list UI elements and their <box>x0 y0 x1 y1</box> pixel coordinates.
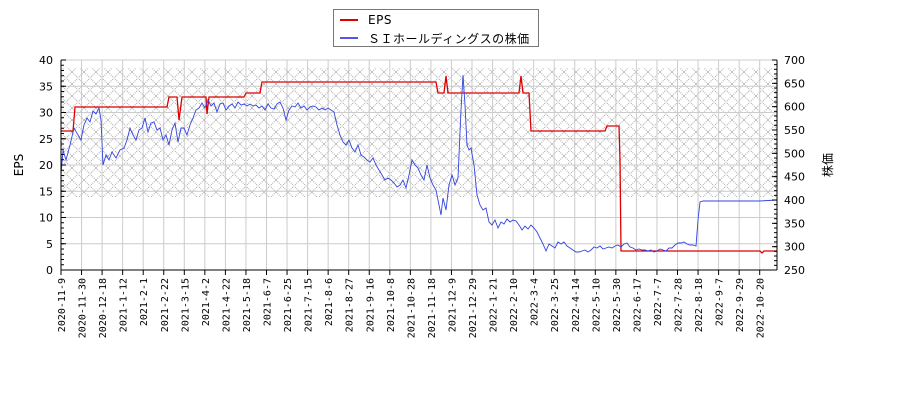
x-tick-label: 2021-4-2 <box>201 278 212 326</box>
right-tick-label: 650 <box>784 77 805 90</box>
x-tick-label: 2021-9-16 <box>365 278 376 332</box>
x-tick-label: 2021-10-8 <box>386 278 397 332</box>
legend-label-price: ＳＩホールディングスの株価 <box>368 31 530 46</box>
right-tick-label: 350 <box>784 217 805 230</box>
x-tick-label: 2021-6-7 <box>263 278 274 326</box>
eps-series-line <box>61 75 777 254</box>
x-tick-label: 2022-1-21 <box>489 278 500 332</box>
grid-lines <box>60 59 777 271</box>
right-tick-label: 400 <box>784 194 805 207</box>
left-tick-label: 20 <box>39 159 53 172</box>
x-tick-label: 2021-10-28 <box>406 278 417 338</box>
x-tick-label: 2021-6-25 <box>283 278 294 332</box>
x-tick-label: 2022-6-17 <box>632 278 643 332</box>
x-tick-label: 2021-8-6 <box>324 278 335 326</box>
left-tick-label: 40 <box>39 54 53 67</box>
right-tick-label: 550 <box>784 124 805 137</box>
x-tick-label: 2022-8-18 <box>694 278 705 332</box>
x-tick-label: 2021-12-9 <box>447 278 458 332</box>
x-tick-label: 2021-2-1 <box>139 278 150 326</box>
eps-line-swatch-icon <box>340 19 358 21</box>
x-tick-label: 2022-5-30 <box>612 278 623 332</box>
left-tick-label: 0 <box>46 264 53 277</box>
x-tick-label: 2022-4-14 <box>571 278 582 332</box>
left-tick-label: 10 <box>39 212 53 225</box>
x-tick-label: 2022-3-25 <box>550 278 561 332</box>
legend-item-price: ＳＩホールディングスの株価 <box>340 30 530 46</box>
x-tick-label: 2021-2-22 <box>160 278 171 332</box>
x-tick-label: 2020-11-30 <box>78 278 89 338</box>
right-tick-label: 700 <box>784 54 805 67</box>
x-tick-label: 2021-12-29 <box>468 278 479 338</box>
price-line-swatch-icon <box>340 37 358 39</box>
right-tick-label: 450 <box>784 171 805 184</box>
x-tick-label: 2021-7-15 <box>304 278 315 332</box>
x-tick-label: 2022-2-10 <box>509 278 520 332</box>
right-tick-label: 250 <box>784 264 805 277</box>
x-tick-label: 2021-4-22 <box>221 278 232 332</box>
price-series-line <box>60 74 778 253</box>
left-tick-label: 15 <box>39 185 53 198</box>
x-tick-label: 2022-9-29 <box>735 278 746 332</box>
right-tick-label: 500 <box>784 147 805 160</box>
x-tick-label: 2021-8-27 <box>345 278 356 332</box>
x-tick-label: 2021-1-12 <box>119 278 130 332</box>
left-tick-label: 25 <box>39 133 53 146</box>
x-tick-label: 2021-3-15 <box>180 278 191 332</box>
x-tick-label: 2020-11-9 <box>57 278 68 332</box>
x-tick-label: 2021-5-18 <box>242 278 253 332</box>
right-tick-label: 600 <box>784 101 805 114</box>
left-tick-label: 5 <box>46 238 53 251</box>
left-y-axis-ticks: 0 5 10 15 20 25 30 35 40 <box>39 54 66 277</box>
x-tick-label: 2022-3-4 <box>530 278 541 326</box>
x-tick-label: 2022-7-7 <box>653 278 664 326</box>
x-tick-label: 2022-5-10 <box>591 278 602 332</box>
x-tick-label: 2020-12-18 <box>98 278 109 338</box>
left-tick-label: 30 <box>39 107 53 120</box>
legend-item-eps: EPS <box>340 12 392 28</box>
x-tick-label: 2021-11-18 <box>427 278 438 338</box>
right-axis-title: 株価 <box>820 153 835 177</box>
right-tick-label: 300 <box>784 241 805 254</box>
left-axis-title: EPS <box>12 154 26 176</box>
x-tick-label: 2022-7-28 <box>674 278 685 332</box>
hatched-band <box>61 68 777 197</box>
right-y-axis-ticks: 250 300 350 400 450 500 550 600 650 700 <box>772 54 805 277</box>
x-tick-label: 2022-10-20 <box>756 278 767 338</box>
x-tick-label: 2022-9-7 <box>715 278 726 326</box>
chart-legend: EPS ＳＩホールディングスの株価 <box>333 9 539 47</box>
x-axis-ticks: 2020-11-9 2020-11-30 2020-12-18 2021-1-12 20… <box>57 270 767 338</box>
left-tick-label: 35 <box>39 80 53 93</box>
legend-label-eps: EPS <box>368 13 392 27</box>
